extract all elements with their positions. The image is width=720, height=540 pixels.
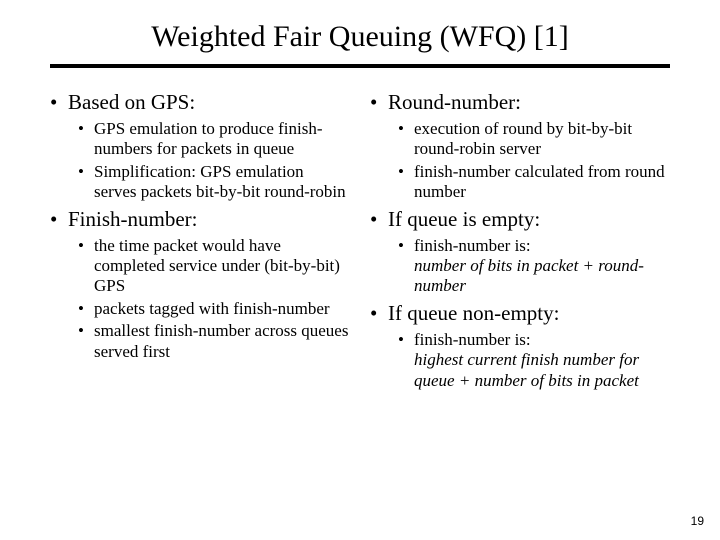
left-h2-sub-1: packets tagged with finish-number bbox=[78, 299, 350, 319]
right-h2-sub-a: finish-number is: bbox=[414, 236, 531, 255]
title-rule bbox=[50, 64, 670, 68]
right-h3-sub: finish-number is: highest current finish… bbox=[398, 330, 670, 391]
slide-title: Weighted Fair Queuing (WFQ) [1] bbox=[50, 20, 670, 54]
left-h1-sub-1: Simplification: GPS emulation serves pac… bbox=[78, 162, 350, 203]
right-column: Round-number: execution of round by bit-… bbox=[370, 86, 670, 393]
right-h1-sub-0: execution of round by bit-by-bit round-r… bbox=[398, 119, 670, 160]
right-h3: If queue non-empty: bbox=[370, 301, 670, 326]
page-number: 19 bbox=[691, 514, 704, 528]
right-h2-sub-b: number of bits in packet + round-number bbox=[414, 256, 644, 295]
right-h3-sub-a: finish-number is: bbox=[414, 330, 531, 349]
right-h3-sub-b: highest current finish number for queue … bbox=[414, 350, 639, 389]
columns: Based on GPS: GPS emulation to produce f… bbox=[50, 86, 670, 393]
left-h1: Based on GPS: bbox=[50, 90, 350, 115]
right-h1-sub-1: finish-number calculated from round numb… bbox=[398, 162, 670, 203]
left-h2: Finish-number: bbox=[50, 207, 350, 232]
right-h2-sub: finish-number is: number of bits in pack… bbox=[398, 236, 670, 297]
right-h1: Round-number: bbox=[370, 90, 670, 115]
left-column: Based on GPS: GPS emulation to produce f… bbox=[50, 86, 350, 393]
slide-container: Weighted Fair Queuing (WFQ) [1] Based on… bbox=[0, 0, 720, 393]
left-h2-sub-0: the time packet would have completed ser… bbox=[78, 236, 350, 297]
right-h2: If queue is empty: bbox=[370, 207, 670, 232]
left-h1-sub-0: GPS emulation to produce finish-numbers … bbox=[78, 119, 350, 160]
left-h2-sub-2: smallest finish-number across queues ser… bbox=[78, 321, 350, 362]
